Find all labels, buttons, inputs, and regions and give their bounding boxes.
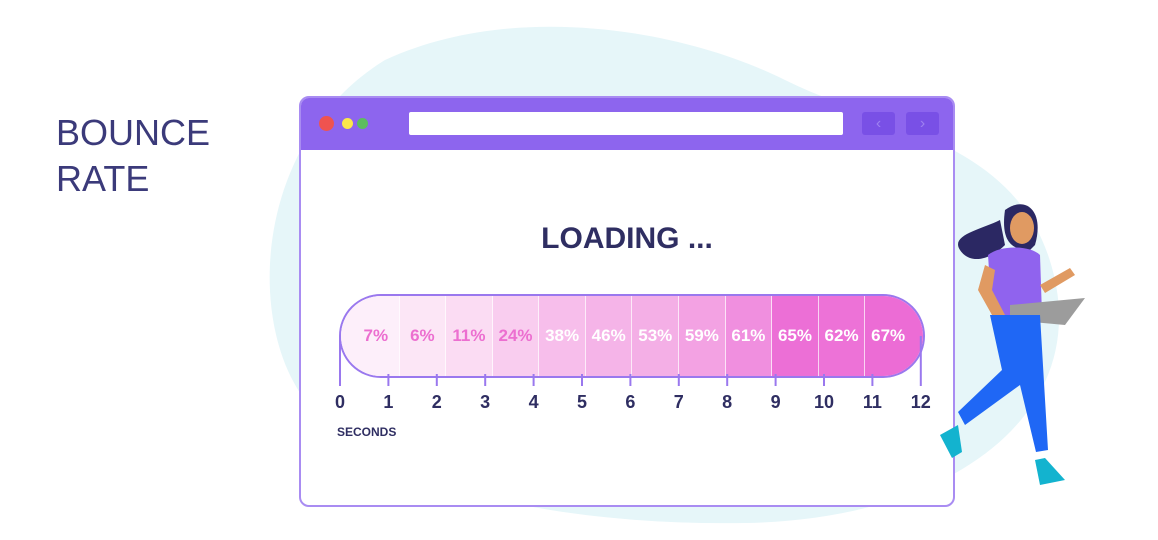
- back-button[interactable]: ‹: [862, 112, 895, 135]
- tick-label: 4: [528, 392, 539, 412]
- bounce-segment-1-2: 6%: [399, 296, 447, 376]
- close-dot-icon[interactable]: [319, 116, 334, 131]
- tick-label: 5: [576, 392, 588, 412]
- bounce-segment-9-10: 65%: [772, 296, 819, 376]
- bounce-segment-8-9: 61%: [725, 296, 773, 376]
- bounce-segment-3-4: 24%: [492, 296, 540, 376]
- title-line: BOUNCE: [56, 112, 211, 153]
- tick-label: 0: [334, 392, 346, 412]
- tick-label: 1: [383, 392, 394, 412]
- tick-label: 3: [480, 392, 491, 412]
- woman-with-laptop-illustration: [940, 204, 1085, 485]
- tick-label: 6: [625, 392, 636, 412]
- tick-label: 9: [770, 392, 781, 412]
- bounce-segment-5-6: 46%: [585, 296, 633, 376]
- bounce-segment-6-7: 53%: [632, 296, 680, 376]
- tick-label: 8: [722, 392, 733, 412]
- maximize-dot-icon[interactable]: [357, 118, 368, 129]
- tick-label: 12: [910, 392, 931, 412]
- browser-window: ‹ › LOADING ... 7% 6% 11% 24% 38% 46% 53% 59% 61…: [299, 96, 955, 507]
- address-bar[interactable]: [409, 112, 843, 135]
- axis-label: SECONDS: [337, 425, 397, 439]
- chevron-left-icon: ‹: [875, 115, 882, 132]
- bounce-segment-0-1: 7%: [341, 296, 400, 376]
- tick-label: 2: [431, 392, 442, 412]
- bounce-segment-4-5: 38%: [539, 296, 586, 376]
- loading-text: LOADING ...: [541, 222, 713, 255]
- title-line: RATE: [56, 158, 150, 199]
- tick-label: 7: [673, 392, 684, 412]
- bounce-segment-2-3: 11%: [446, 296, 493, 376]
- progress-bar: 7% 6% 11% 24% 38% 46% 53% 59% 61% 65% 62% 67%: [339, 294, 925, 378]
- bounce-segment-10-11: 62%: [818, 296, 866, 376]
- forward-button[interactable]: ›: [906, 112, 939, 135]
- chevron-right-icon: ›: [919, 115, 926, 132]
- browser-header: ‹ ›: [301, 98, 953, 150]
- bounce-segment-7-8: 59%: [679, 296, 726, 376]
- bounce-segment-11-12: 67%: [865, 296, 923, 376]
- tick-label: 11: [862, 392, 882, 412]
- minimize-dot-icon[interactable]: [342, 118, 353, 129]
- tick-label: 10: [813, 392, 835, 412]
- page-title: BOUNCE RATE: [56, 110, 210, 202]
